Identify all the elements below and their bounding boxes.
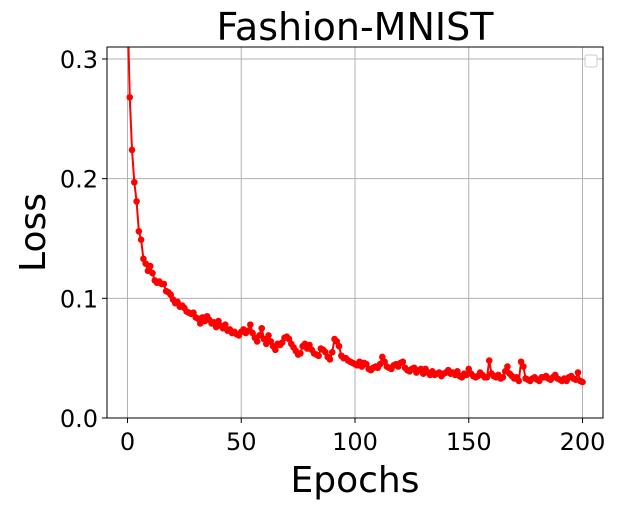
x-tick-label: 150 <box>446 428 492 456</box>
loss-data-point <box>297 350 304 357</box>
series-layer <box>126 47 586 386</box>
loss-data-point <box>149 269 156 277</box>
loss-data-point <box>485 357 493 364</box>
x-tick-label: 200 <box>560 428 606 456</box>
loss-data-point <box>326 356 334 363</box>
loss-data-point <box>328 348 336 356</box>
loss-data-point <box>272 346 279 354</box>
loss-data-point <box>131 178 138 186</box>
loss-data-point <box>135 228 143 235</box>
loss-data-point <box>399 358 407 366</box>
x-tick-label: 0 <box>120 428 135 456</box>
loss-data-point <box>126 93 134 101</box>
loss-data-point <box>574 369 582 376</box>
legend-box <box>584 54 598 68</box>
loss-data-point <box>579 378 586 386</box>
loss-data-point <box>133 198 140 205</box>
loss-data-point <box>128 146 136 154</box>
loss-data-point <box>520 363 527 370</box>
y-tick-label: 0.1 <box>60 285 98 313</box>
loss-data-point <box>247 321 254 328</box>
loss-data-point <box>335 342 343 350</box>
chart-title: Fashion-MNIST <box>217 5 495 49</box>
loss-data-point <box>504 363 511 370</box>
loss-data-point <box>146 262 154 270</box>
loss-data-point <box>499 374 507 381</box>
y-tick-label: 0.2 <box>60 166 98 194</box>
ticks: 0 50 100 150 200 0.0 0.1 0.2 0.3 <box>60 46 606 456</box>
loss-data-point <box>160 280 168 288</box>
loss-data-point <box>222 321 229 328</box>
loss-data-point <box>137 236 145 243</box>
y-tick-label: 0.3 <box>60 46 98 74</box>
y-tick-label: 0.0 <box>60 405 98 433</box>
x-tick-label: 50 <box>226 428 257 456</box>
x-axis-label: Epochs <box>291 460 420 501</box>
y-axis-label: Loss <box>13 193 54 272</box>
loss-data-point <box>256 332 263 339</box>
loss-data-point <box>315 352 322 360</box>
loss-data-point <box>515 377 523 385</box>
loss-data-point <box>258 324 266 332</box>
x-tick-label: 100 <box>332 428 378 456</box>
loss-data-point <box>253 338 261 345</box>
loss-data-point <box>483 374 491 381</box>
loss-data-point <box>265 332 272 339</box>
